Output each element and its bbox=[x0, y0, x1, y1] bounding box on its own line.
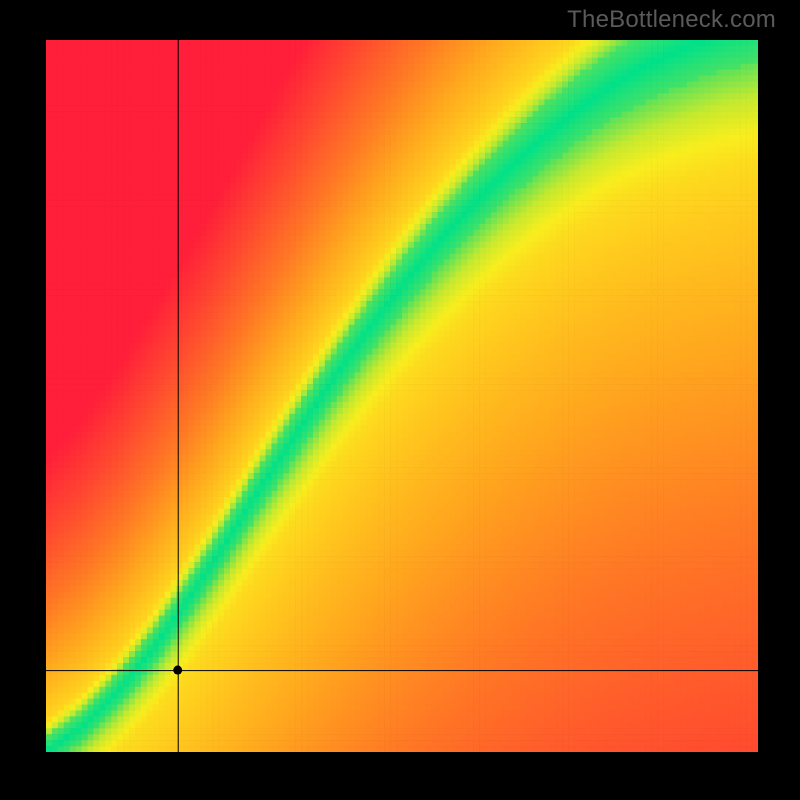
plot-container: { "watermark": { "text": "TheBottleneck.… bbox=[0, 0, 800, 800]
bottleneck-heatmap bbox=[46, 40, 758, 752]
watermark-text: TheBottleneck.com bbox=[567, 6, 776, 34]
